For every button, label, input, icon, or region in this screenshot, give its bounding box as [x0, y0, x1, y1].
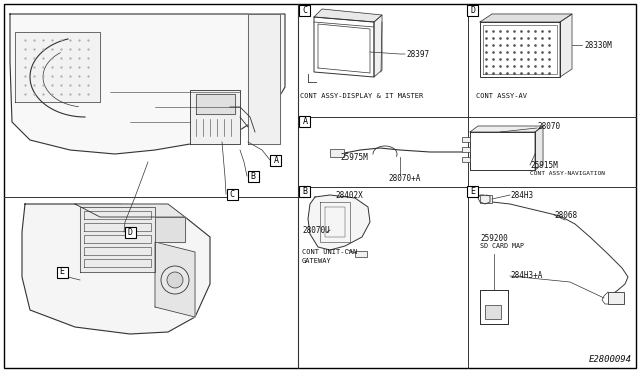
- Bar: [300, 186, 310, 196]
- Bar: [462, 147, 470, 152]
- Bar: [480, 290, 508, 324]
- Polygon shape: [190, 90, 240, 144]
- Text: A: A: [303, 116, 307, 125]
- Polygon shape: [22, 204, 210, 334]
- Bar: [271, 154, 282, 166]
- Text: C: C: [303, 6, 307, 15]
- Text: CONT ASSY-NAVIGATION: CONT ASSY-NAVIGATION: [530, 170, 605, 176]
- Polygon shape: [314, 9, 382, 22]
- Text: 28330M: 28330M: [584, 41, 612, 49]
- Text: D: D: [470, 6, 476, 15]
- Circle shape: [161, 266, 189, 294]
- Bar: [462, 137, 470, 142]
- Polygon shape: [155, 242, 195, 317]
- Polygon shape: [560, 14, 572, 77]
- Polygon shape: [196, 94, 235, 114]
- Polygon shape: [535, 126, 543, 170]
- Text: CONT ASSY-DISPLAY & IT MASTER: CONT ASSY-DISPLAY & IT MASTER: [300, 93, 423, 99]
- Text: B: B: [303, 186, 307, 196]
- Bar: [300, 115, 310, 126]
- Text: 28068: 28068: [554, 211, 577, 219]
- Text: 25915M: 25915M: [530, 160, 557, 170]
- Bar: [56, 266, 67, 278]
- Bar: [355, 251, 367, 257]
- Polygon shape: [75, 204, 185, 217]
- Bar: [125, 227, 136, 237]
- Bar: [467, 186, 479, 196]
- Bar: [485, 305, 501, 319]
- Polygon shape: [374, 15, 382, 77]
- Text: E2800094: E2800094: [589, 355, 632, 364]
- Polygon shape: [10, 14, 285, 154]
- Bar: [227, 189, 237, 199]
- Polygon shape: [248, 14, 280, 144]
- Text: 28397: 28397: [406, 49, 429, 58]
- Text: SD CARD MAP: SD CARD MAP: [480, 243, 524, 249]
- Polygon shape: [155, 217, 185, 242]
- Circle shape: [167, 272, 183, 288]
- Polygon shape: [80, 207, 155, 272]
- Text: 28070: 28070: [537, 122, 560, 131]
- Bar: [467, 4, 479, 16]
- Polygon shape: [480, 14, 572, 22]
- Text: GATEWAY: GATEWAY: [302, 258, 332, 264]
- Text: 28402X: 28402X: [335, 190, 363, 199]
- Bar: [330, 149, 344, 157]
- Text: 284H3: 284H3: [510, 190, 533, 199]
- Text: E: E: [60, 267, 65, 276]
- Text: 259200: 259200: [480, 234, 508, 243]
- Text: A: A: [273, 155, 278, 164]
- Polygon shape: [308, 195, 370, 250]
- Text: 25975M: 25975M: [340, 153, 368, 161]
- Polygon shape: [15, 32, 100, 102]
- Text: 284H3+A: 284H3+A: [510, 272, 542, 280]
- Text: B: B: [250, 171, 255, 180]
- Text: CONT ASSY-AV: CONT ASSY-AV: [476, 93, 527, 99]
- Bar: [462, 157, 470, 162]
- Bar: [480, 195, 492, 203]
- Text: C: C: [230, 189, 234, 199]
- Text: E: E: [470, 186, 476, 196]
- Text: 28070+A: 28070+A: [388, 173, 420, 183]
- Text: D: D: [127, 228, 132, 237]
- Polygon shape: [470, 126, 543, 132]
- Bar: [608, 292, 624, 304]
- Text: 28070U: 28070U: [302, 225, 330, 234]
- Text: CONT UNIT-CAN: CONT UNIT-CAN: [302, 249, 357, 255]
- Bar: [300, 4, 310, 16]
- Bar: [248, 170, 259, 182]
